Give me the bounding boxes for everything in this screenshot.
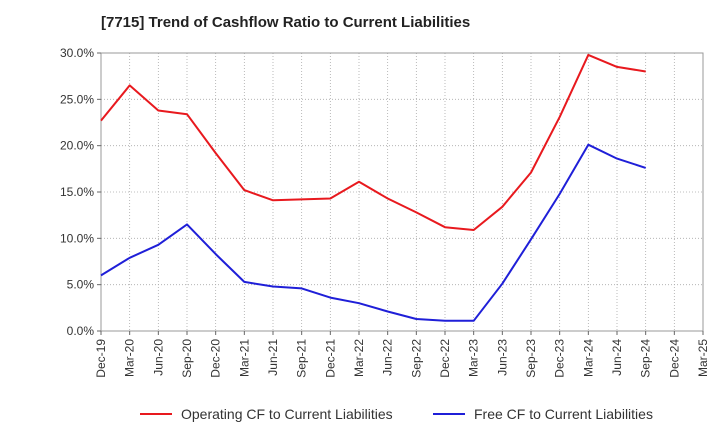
series-line-2 [100, 143, 647, 322]
x-tick-label: Jun-20 [151, 339, 165, 376]
y-tick-label: 0.0% [67, 324, 95, 338]
x-tick-label: Sep-23 [524, 339, 538, 378]
x-tick-label: Mar-25 [696, 339, 710, 377]
legend: Operating CF to Current Liabilities Free … [140, 406, 653, 422]
x-tick-label: Sep-21 [295, 339, 309, 378]
x-tick-label: Mar-24 [581, 339, 595, 377]
x-tick-label: Sep-20 [180, 339, 194, 378]
y-tick-label: 25.0% [60, 92, 94, 106]
series-lines [100, 53, 647, 322]
x-tick-label: Mar-23 [467, 339, 481, 377]
y-tick-label: 5.0% [67, 278, 95, 292]
x-tick-label: Dec-20 [209, 339, 223, 378]
legend-label: Free CF to Current Liabilities [474, 406, 653, 422]
x-tick-label: Mar-21 [237, 339, 251, 377]
x-tick-label: Dec-21 [323, 339, 337, 378]
x-tick-label: Jun-22 [381, 339, 395, 376]
legend-item-2: Free CF to Current Liabilities [433, 406, 653, 422]
y-tick-label: 30.0% [60, 46, 94, 60]
y-tick-label: 20.0% [60, 139, 94, 153]
x-tick-label: Dec-22 [438, 339, 452, 378]
legend-item-1: Operating CF to Current Liabilities [140, 406, 393, 422]
x-tick-label: Jun-21 [266, 339, 280, 376]
x-tick-label: Mar-20 [123, 339, 137, 377]
x-tick-label: Dec-23 [553, 339, 567, 378]
y-tick-label: 15.0% [60, 185, 94, 199]
x-tick-label: Dec-24 [667, 339, 681, 378]
y-tick-label: 10.0% [60, 231, 94, 245]
x-tick-label: Jun-24 [610, 339, 624, 376]
chart-title: [7715] Trend of Cashflow Ratio to Curren… [101, 14, 471, 31]
legend-label: Operating CF to Current Liabilities [181, 406, 393, 422]
series-line-1 [100, 53, 646, 231]
x-axis: Dec-19 Mar-20 Jun-20 Sep-20 Dec-20 Mar-21 Jun-… [94, 331, 710, 378]
x-tick-label: Jun-23 [495, 339, 509, 376]
x-tick-label: Sep-22 [409, 339, 423, 378]
x-tick-label: Mar-22 [352, 339, 366, 377]
x-tick-label: Sep-24 [639, 339, 653, 378]
grid-lines [101, 53, 703, 331]
y-axis: 0.0% 5.0% 10.0% 15.0% 20.0% 25.0% 30.0% [60, 46, 101, 338]
x-tick-label: Dec-19 [94, 339, 108, 378]
